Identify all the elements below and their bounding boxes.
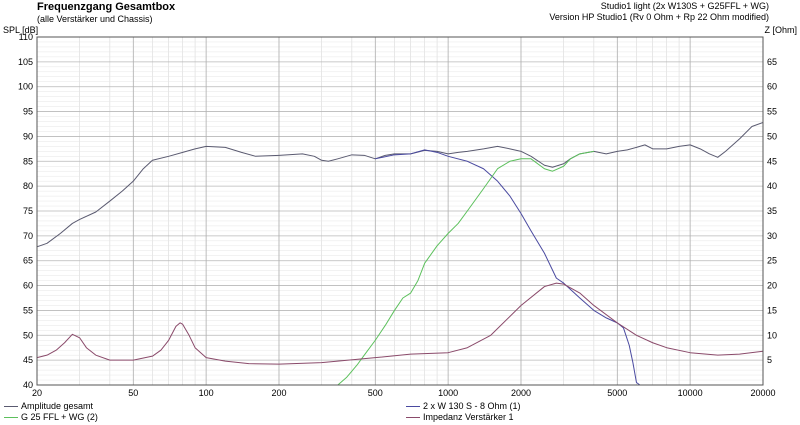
series-line-woofer (375, 149, 763, 386)
y2-tick-label: 10 (767, 330, 777, 340)
y-tick-label: 65 (23, 256, 33, 266)
y-tick-label: 95 (23, 107, 33, 117)
y-tick-label: 55 (23, 305, 33, 315)
y2-tick-label: 65 (767, 57, 777, 67)
y-tick-label: 110 (19, 32, 33, 42)
legend-swatch-impedance (406, 416, 420, 418)
x-tick-label: 50 (128, 388, 138, 398)
y-axis-label: SPL [dB] (3, 25, 38, 35)
legend-swatch-woofer (406, 405, 420, 407)
series-lines (36, 122, 764, 386)
x-tick-label: 200 (271, 388, 286, 398)
x-tick-label: 1000 (438, 388, 458, 398)
legend-item-woofer: 2 x W 130 S - 8 Ohm (1) (406, 401, 521, 411)
version-label: Version HP Studio1 (Rv 0 Ohm + Rp 22 Ohm… (549, 12, 769, 22)
y-tick-label: 75 (23, 206, 33, 216)
legend-label-woofer: 2 x W 130 S - 8 Ohm (1) (423, 401, 521, 411)
y-tick-label: 80 (23, 181, 33, 191)
plot-frame (36, 36, 764, 386)
y2-tick-label: 20 (767, 281, 777, 291)
y-tick-label: 85 (23, 156, 33, 166)
legend-item-amplitude: Amplitude gesamt (4, 401, 93, 411)
y2-tick-label: 60 (767, 82, 777, 92)
legend-label-amplitude: Amplitude gesamt (21, 401, 94, 411)
legend-swatch-amplitude (4, 405, 18, 407)
x-tick-label: 10000 (678, 388, 703, 398)
legend-item-impedance: Impedanz Verstärker 1 (406, 412, 514, 422)
y2-tick-label: 15 (767, 305, 777, 315)
x-tick-label: 5000 (607, 388, 627, 398)
x-tick-label: 20000 (750, 388, 775, 398)
series-line-tweeter (37, 150, 594, 386)
y2-tick-label: 50 (767, 131, 777, 141)
x-tick-label: 500 (368, 388, 383, 398)
series-line-impedance (36, 282, 764, 365)
chart-title: Frequenzgang Gesamtbox (37, 1, 176, 13)
y-tick-label: 40 (23, 380, 33, 390)
y2-tick-label: 35 (767, 206, 777, 216)
y2-tick-label: 30 (767, 231, 777, 241)
y-tick-label: 105 (18, 57, 33, 67)
y2-tick-label: 5 (767, 355, 772, 365)
y-tick-label: 100 (18, 82, 33, 92)
y2-tick-label: 45 (767, 156, 777, 166)
x-tick-label: 100 (199, 388, 214, 398)
y-tick-label: 70 (23, 231, 33, 241)
y2-tick-label: 55 (767, 107, 777, 117)
y-tick-label: 45 (23, 355, 33, 365)
speaker-model-label: Studio1 light (2x W130S + G25FFL + WG) (600, 1, 769, 11)
y-tick-label: 90 (23, 131, 33, 141)
tick-labels: 20 50 100 200 500 1000 2000 5000 10000 20000 40 45 5… (18, 32, 777, 398)
legend-label-tweeter: G 25 FFL + WG (2) (21, 412, 98, 422)
legend-item-tweeter: G 25 FFL + WG (2) (4, 412, 98, 422)
chart-subtitle: (alle Verstärker und Chassis) (37, 14, 153, 24)
y2-axis-label: Z [Ohm] (764, 25, 797, 35)
grid (36, 36, 764, 386)
y2-tick-label: 40 (767, 181, 777, 191)
x-tick-label: 20 (32, 388, 42, 398)
legend-label-impedance: Impedanz Verstärker 1 (423, 412, 514, 422)
y2-tick-label: 25 (767, 256, 777, 266)
y-tick-label: 50 (23, 330, 33, 340)
y-tick-label: 60 (23, 281, 33, 291)
legend-swatch-tweeter (4, 416, 18, 418)
x-tick-label: 2000 (511, 388, 531, 398)
